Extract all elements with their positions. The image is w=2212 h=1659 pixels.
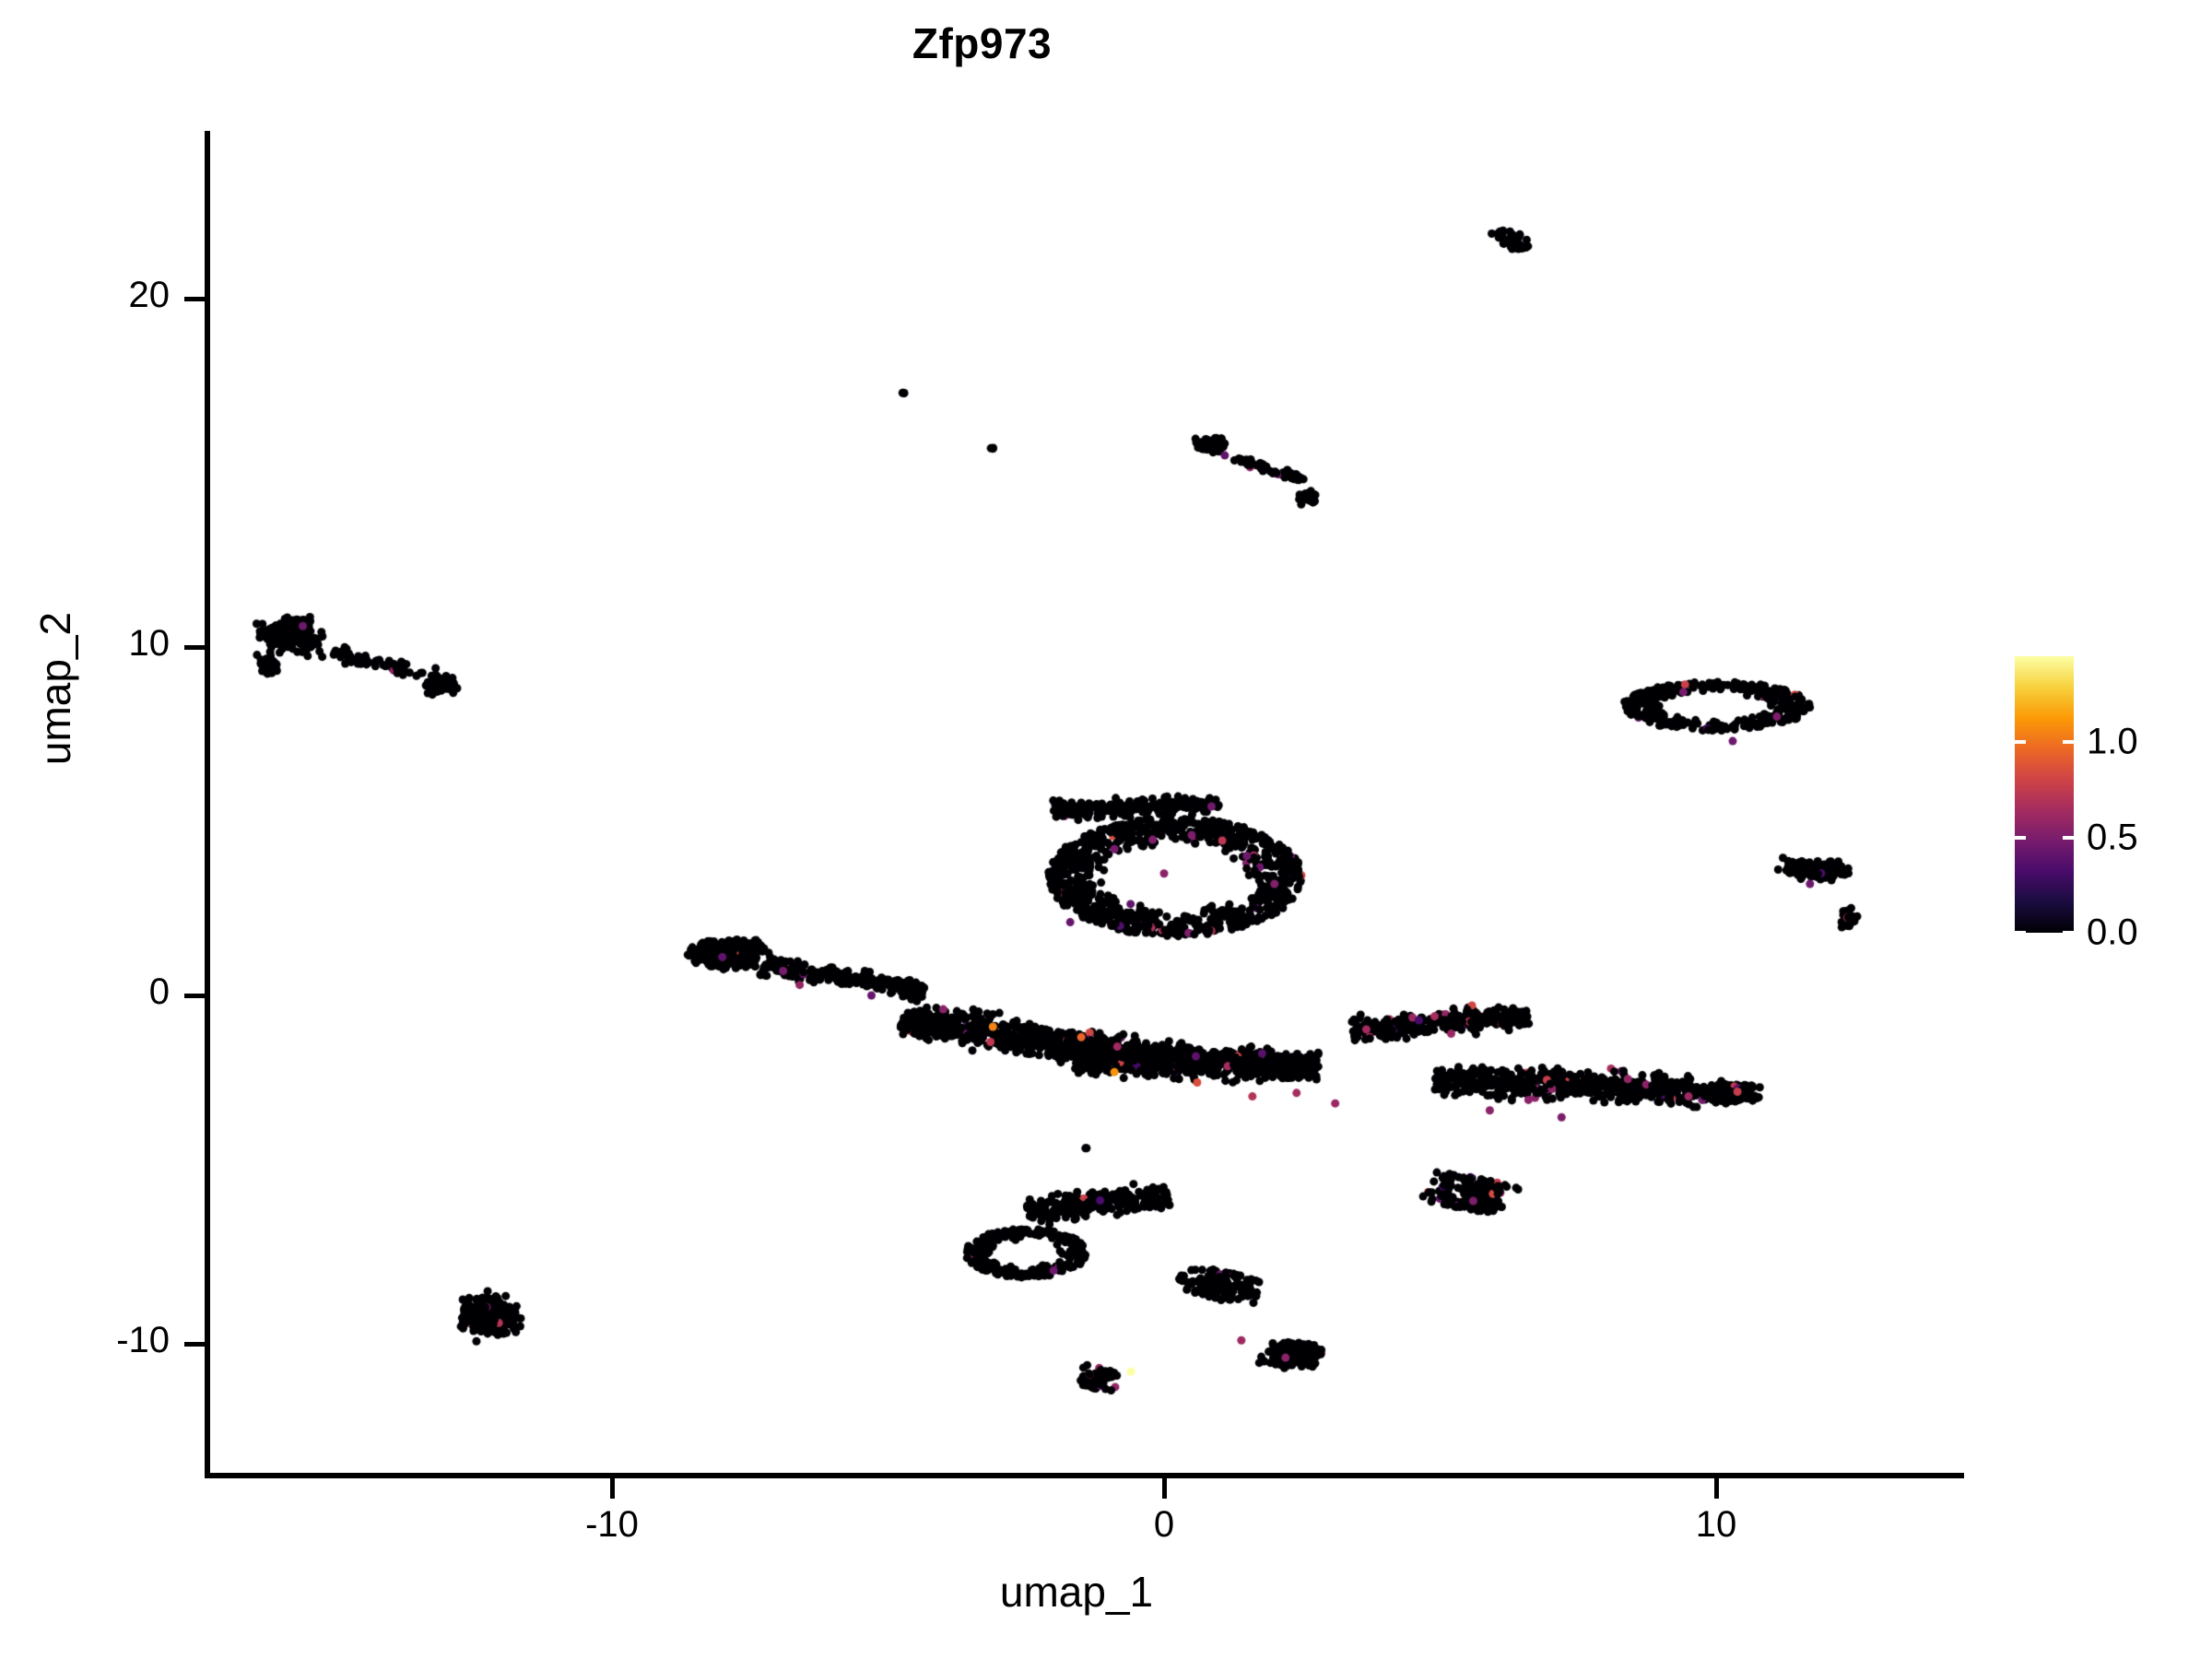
x-tick-mark: [1714, 1478, 1719, 1499]
colorbar-tick-mark: [2063, 835, 2074, 840]
x-axis-spine: [205, 1473, 1964, 1478]
x-axis-label: umap_1: [999, 1568, 1154, 1616]
y-tick-mark: [184, 297, 205, 301]
y-tick-mark: [184, 645, 205, 650]
y-tick-label: -10: [116, 1320, 170, 1360]
page-title: Zfp973: [912, 19, 1053, 67]
colorbar-tick-mark: [2063, 931, 2074, 935]
colorbar-tick-mark: [2015, 740, 2026, 745]
scatter-plot-canvas[interactable]: [205, 131, 1964, 1476]
colorbar-tick-label: 0.5: [2087, 817, 2138, 858]
x-tick-mark: [610, 1478, 615, 1499]
x-tick-mark: [1162, 1478, 1167, 1499]
colorbar-tick-label: 0.0: [2087, 912, 2138, 953]
y-axis-label: umap_2: [31, 611, 79, 766]
y-axis-spine: [205, 131, 210, 1478]
colorbar-tick-label: 1.0: [2087, 721, 2138, 762]
y-tick-label: 20: [128, 275, 171, 315]
colorbar-gradient: [2015, 656, 2074, 933]
colorbar-tick-mark: [2015, 931, 2026, 935]
x-tick-label: 0: [1153, 1504, 1175, 1545]
y-tick-label: 0: [148, 971, 170, 1012]
y-tick-label: 10: [128, 623, 171, 664]
colorbar-tick-mark: [2063, 740, 2074, 745]
colorbar-legend[interactable]: 1.0 0.5 0.0: [2015, 656, 2138, 953]
x-tick-label: -10: [585, 1504, 639, 1545]
y-tick-mark: [184, 994, 205, 998]
colorbar-tick-mark: [2015, 835, 2026, 840]
y-tick-mark: [184, 1342, 205, 1347]
x-tick-label: 10: [1695, 1504, 1737, 1545]
